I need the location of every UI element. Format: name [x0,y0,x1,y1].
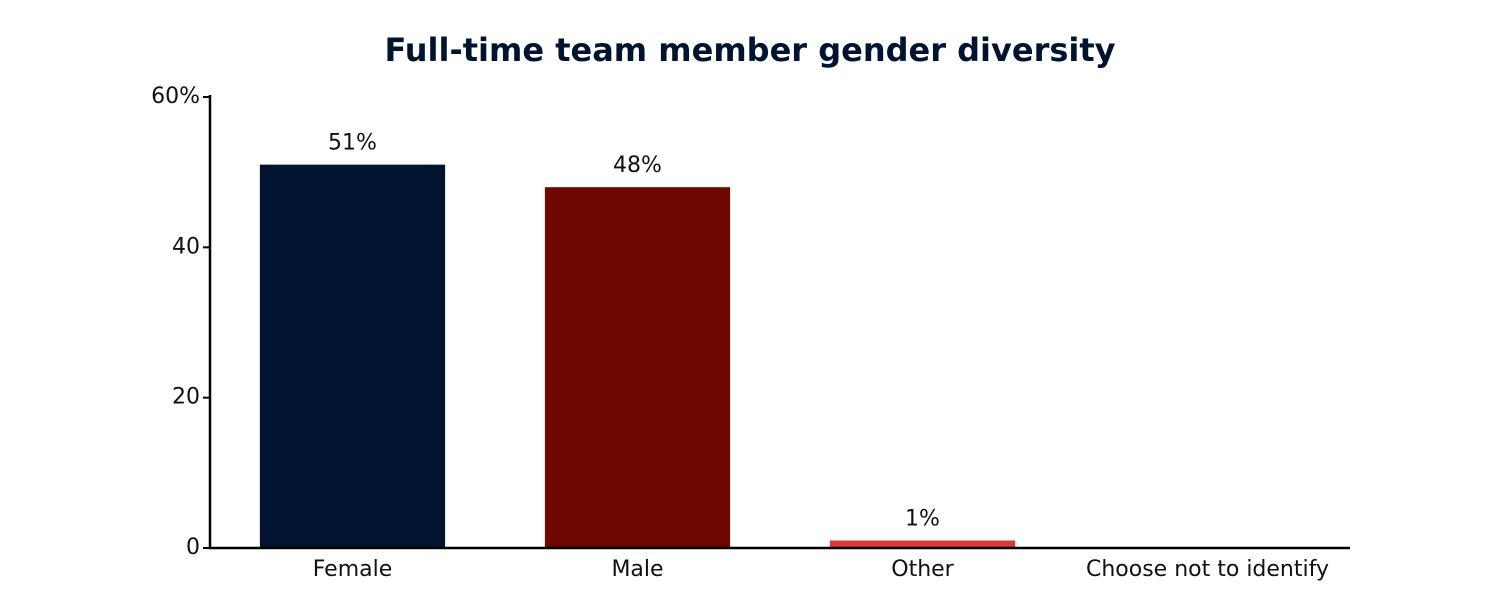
y-tick-label: 40 [172,234,200,259]
x-tick-label: Other [891,557,954,582]
x-tick-label: Female [313,557,393,582]
y-tick-label: 60% [151,84,200,109]
data-label: 51% [328,131,377,156]
y-tick-label: 0 [186,535,200,560]
x-tick-label: Male [611,557,663,582]
x-tick-label: Choose not to identify [1086,557,1329,582]
bar [259,164,446,548]
bar [544,187,731,548]
data-label: 48% [613,153,662,178]
y-tick-label: 20 [172,385,200,410]
bar [829,540,1016,548]
data-label: 1% [905,506,940,531]
chart-title: Full-time team member gender diversity [384,31,1115,69]
